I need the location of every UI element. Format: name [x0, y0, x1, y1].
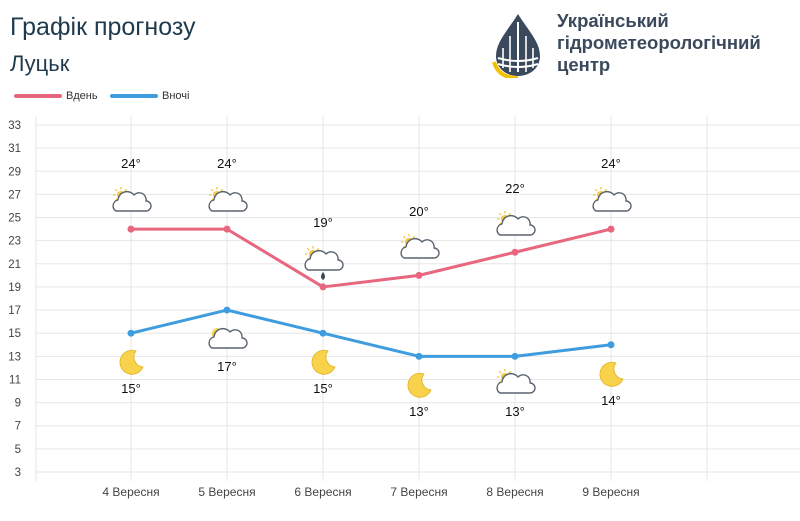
cloud-icon — [400, 237, 440, 259]
y-tick-label: 29 — [8, 166, 21, 178]
moon-icon — [119, 349, 144, 375]
y-tick-label: 19 — [8, 282, 21, 294]
day-point[interactable] — [127, 225, 135, 233]
crescent-icon — [119, 349, 144, 375]
city-name: Луцьк — [10, 51, 70, 76]
y-tick-label: 17 — [8, 305, 21, 317]
crescent-icon — [407, 372, 432, 398]
y-tick-label: 31 — [8, 143, 21, 155]
logo: Український гідрометеорологічний центр — [490, 10, 800, 80]
org-name-line1: Український — [557, 10, 669, 31]
partly-cloudy-icon — [400, 234, 440, 259]
partly-cloudy-icon — [496, 369, 536, 394]
grid — [35, 116, 800, 481]
y-tick-label: 3 — [15, 467, 21, 479]
cloud-icon — [592, 190, 632, 212]
night-point[interactable] — [415, 352, 423, 360]
night-point[interactable] — [607, 341, 615, 349]
partly-cloudy-icon — [496, 211, 536, 236]
x-tick-label: 5 Вересня — [198, 485, 255, 499]
night-point[interactable] — [319, 329, 327, 337]
page-title: Графік прогнозу — [10, 13, 196, 41]
day-point[interactable] — [415, 271, 423, 279]
partly-cloudy-icon — [112, 187, 152, 212]
org-name: Український гідрометеорологічний центр — [557, 10, 761, 76]
night-data-label: 13° — [505, 404, 525, 419]
day-data-label: 24° — [601, 156, 621, 171]
night-point[interactable] — [511, 352, 519, 360]
day-data-label: 22° — [505, 181, 525, 196]
day-data-label: 24° — [121, 156, 141, 171]
day-point[interactable] — [223, 225, 231, 233]
crescent-icon — [311, 349, 336, 375]
legend-night-swatch — [110, 94, 158, 99]
night-data-label: 14° — [601, 393, 621, 408]
y-tick-label: 25 — [8, 213, 21, 225]
legend-day-swatch — [14, 94, 62, 99]
legend-night[interactable]: Вночі — [110, 90, 189, 102]
org-name-line2: гідрометеорологічний — [557, 32, 761, 53]
org-name-line3: центр — [557, 54, 611, 75]
series-day: 24° 24° 19° 20° 22° 24° — [121, 156, 621, 291]
x-tick-label: 9 Вересня — [582, 485, 639, 499]
cloud-icon — [208, 327, 248, 349]
day-data-label: 20° — [409, 204, 429, 219]
night-data-label: 17° — [217, 359, 237, 374]
cloudy-rain-icon — [304, 246, 344, 280]
night-data-label: 13° — [409, 404, 429, 419]
legend-day[interactable]: Вдень — [14, 90, 98, 102]
cloud-icon — [304, 249, 344, 271]
y-tick-label: 5 — [15, 444, 21, 456]
night-point[interactable] — [127, 329, 135, 337]
y-tick-label: 9 — [15, 398, 21, 410]
night-data-label: 15° — [121, 381, 141, 396]
y-tick-label: 15 — [8, 328, 21, 340]
night-point[interactable] — [223, 306, 231, 314]
x-tick-label: 7 Вересня — [390, 485, 447, 499]
cloud-icon — [496, 214, 536, 236]
day-point[interactable] — [319, 283, 327, 291]
y-tick-label: 7 — [15, 421, 21, 433]
x-tick-label: 4 Вересня — [102, 485, 159, 499]
drop-logo-icon — [492, 14, 540, 78]
legend-day-label: Вдень — [66, 90, 98, 102]
partly-cloudy-icon — [208, 187, 248, 212]
night-data-label: 15° — [313, 381, 333, 396]
moon-icon — [311, 349, 336, 375]
cloud-icon — [496, 372, 536, 394]
day-data-label: 24° — [217, 156, 237, 171]
partly-cloudy-icon — [592, 187, 632, 212]
y-tick-label: 33 — [8, 120, 21, 132]
partly-cloudy-night-icon — [208, 327, 248, 349]
day-data-label: 19° — [313, 215, 333, 230]
crescent-icon — [599, 361, 624, 387]
y-tick-label: 11 — [9, 374, 21, 386]
x-tick-label: 6 Вересня — [294, 485, 351, 499]
series-night: 15° 17° 15° 13° 13° 14° — [121, 306, 621, 419]
night-line — [130, 308, 612, 358]
moon-icon — [599, 361, 624, 387]
rain-drop-icon — [321, 272, 325, 280]
day-line — [131, 227, 612, 289]
y-tick-label: 27 — [8, 189, 21, 201]
y-tick-label: 13 — [8, 351, 21, 363]
legend-night-label: Вночі — [162, 90, 190, 102]
cloud-icon — [208, 190, 248, 212]
cloud-icon — [112, 190, 152, 212]
day-point[interactable] — [511, 248, 519, 256]
y-tick-label: 23 — [8, 236, 21, 248]
day-point[interactable] — [607, 225, 615, 233]
y-tick-label: 21 — [8, 259, 21, 271]
moon-icon — [407, 372, 432, 398]
x-tick-label: 8 Вересня — [486, 485, 543, 499]
